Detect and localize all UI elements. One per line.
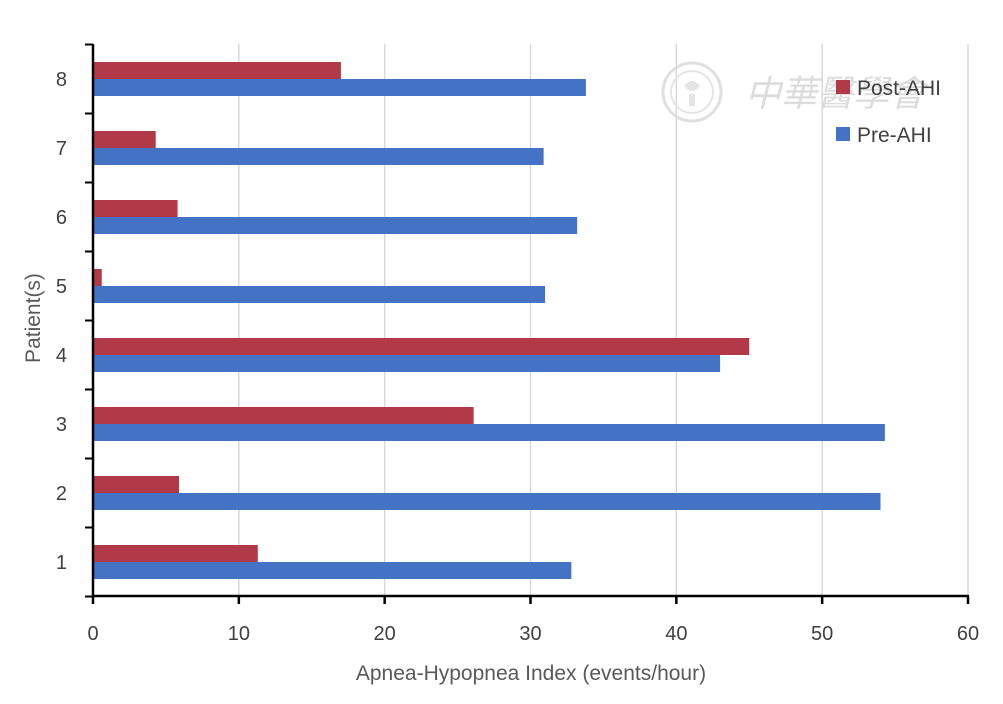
bar-pre-ahi-patient-2: [93, 493, 881, 510]
bar-pre-ahi-patient-1: [93, 562, 572, 579]
x-tick-label-40: 40: [665, 623, 687, 645]
y-tick-label-6: 6: [56, 207, 67, 229]
y-tick-label-5: 5: [56, 276, 67, 298]
axes: [85, 43, 970, 604]
x-axis-title: Apnea-Hypopnea Index (events/hour): [356, 662, 706, 685]
watermark: 中華醫學會: [661, 61, 930, 123]
x-tick-label-10: 10: [228, 623, 250, 645]
bar-post-ahi-patient-8: [93, 62, 341, 79]
legend-label-pre-ahi: Pre-AHI: [857, 124, 932, 147]
watermark-seal-icon: [661, 61, 723, 123]
bar-pre-ahi-patient-8: [93, 79, 586, 96]
legend-swatch-pre-ahi: [836, 127, 850, 141]
legend-swatch-post-ahi: [836, 80, 850, 94]
y-tick-label-7: 7: [56, 138, 67, 160]
x-tick-label-0: 0: [87, 623, 98, 645]
x-tick-label-20: 20: [374, 623, 396, 645]
legend: Post-AHI Pre-AHI: [836, 77, 941, 147]
bar-post-ahi-patient-6: [93, 200, 178, 217]
bar-pre-ahi-patient-3: [93, 424, 885, 441]
y-tick-label-8: 8: [56, 69, 67, 91]
bar-pre-ahi-patient-5: [93, 286, 546, 303]
bar-pre-ahi-patient-4: [93, 355, 721, 372]
bar-post-ahi-patient-1: [93, 545, 258, 562]
x-tick-label-50: 50: [811, 623, 833, 645]
bars: [93, 62, 885, 579]
bar-post-ahi-patient-2: [93, 476, 180, 493]
x-tick-label-30: 30: [519, 623, 541, 645]
y-tick-labels: 1 2 3 4 5 6 7 8: [56, 69, 67, 574]
y-axis-title: Patient(s): [22, 273, 45, 363]
y-tick-label-4: 4: [56, 345, 67, 367]
bar-post-ahi-patient-5: [93, 269, 102, 286]
x-tick-labels: 0 10 20 30 40 50 60: [87, 623, 979, 645]
bar-post-ahi-patient-4: [93, 338, 750, 355]
y-tick-label-2: 2: [56, 483, 67, 505]
y-tick-label-3: 3: [56, 414, 67, 436]
bar-pre-ahi-patient-6: [93, 217, 578, 234]
bar-post-ahi-patient-3: [93, 407, 474, 424]
y-tick-label-1: 1: [56, 552, 67, 574]
x-tick-label-60: 60: [957, 623, 979, 645]
bar-post-ahi-patient-7: [93, 131, 156, 148]
legend-label-post-ahi: Post-AHI: [857, 77, 941, 100]
bar-pre-ahi-patient-7: [93, 148, 544, 165]
